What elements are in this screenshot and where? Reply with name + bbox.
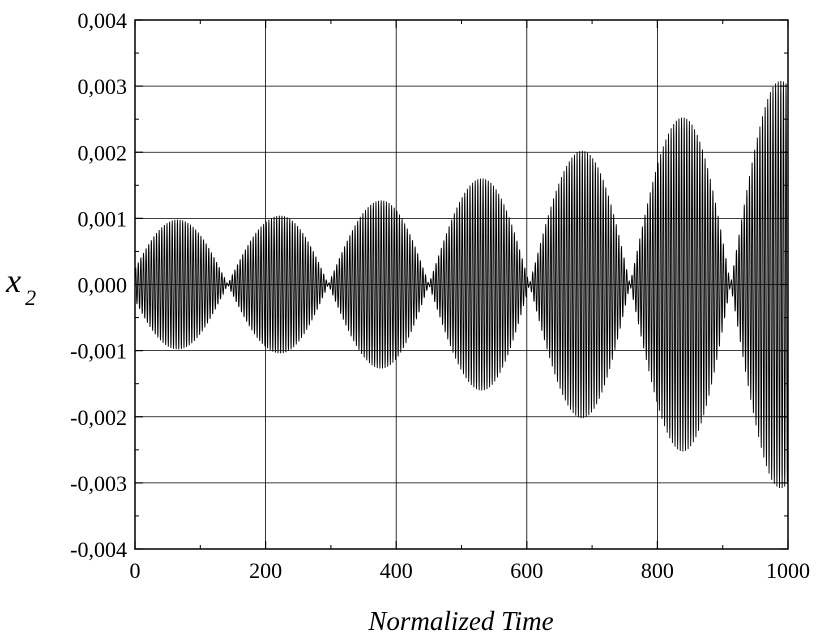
y-tick-label: -0,001 bbox=[70, 339, 127, 364]
y-tick-label: 0,001 bbox=[78, 206, 128, 231]
x-tick-label: 200 bbox=[249, 558, 282, 583]
x-axis-title: Normalized Time bbox=[367, 606, 553, 636]
y-axis-title-subscript: 2 bbox=[25, 285, 36, 310]
y-tick-label: 0,000 bbox=[78, 273, 128, 298]
x-tick-label: 0 bbox=[130, 558, 141, 583]
x-axis-ticks: 0 200 400 600 800 1000 bbox=[130, 20, 810, 583]
x-tick-label: 1000 bbox=[766, 558, 810, 583]
signal-line bbox=[134, 80, 789, 489]
signal-series bbox=[134, 80, 789, 489]
y-axis-title-base: x bbox=[5, 263, 21, 300]
y-tick-label: -0,003 bbox=[70, 471, 127, 496]
y-tick-label: 0,004 bbox=[78, 8, 128, 33]
x-tick-label: 600 bbox=[510, 558, 543, 583]
y-tick-label: 0,003 bbox=[78, 74, 128, 99]
y-tick-label: -0,002 bbox=[70, 405, 127, 430]
x-tick-label: 400 bbox=[380, 558, 413, 583]
y-axis-ticks: -0,004 -0,003 -0,002 -0,001 0,000 0,001 0,002 0… bbox=[70, 8, 788, 562]
y-tick-label: -0,004 bbox=[70, 537, 127, 562]
y-tick-label: 0,002 bbox=[78, 140, 128, 165]
x-tick-label: 800 bbox=[641, 558, 674, 583]
